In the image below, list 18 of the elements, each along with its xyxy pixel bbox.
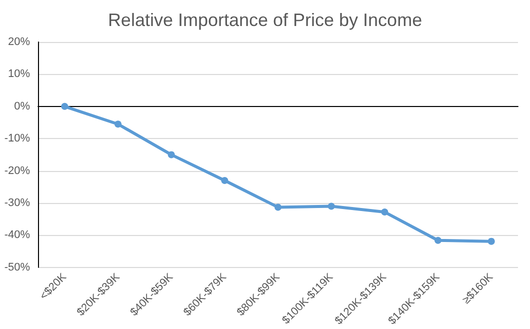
point <box>61 102 68 110</box>
point <box>114 120 122 128</box>
y-tick-label: -30% <box>4 197 30 210</box>
point <box>488 238 495 245</box>
chart-title: Relative Importance of Price by Income <box>108 10 422 30</box>
y-tick-label: 0% <box>14 100 30 112</box>
y-tick-label: -40% <box>4 229 30 242</box>
point <box>381 208 388 216</box>
y-tick-label: -20% <box>4 164 30 177</box>
point <box>434 236 442 244</box>
y-tick-label: 20% <box>8 36 30 48</box>
point <box>328 202 335 210</box>
point <box>221 176 228 184</box>
y-tick-label: 10% <box>8 68 30 80</box>
point <box>168 151 175 158</box>
y-tick-label: -10% <box>4 132 30 145</box>
point <box>274 204 282 211</box>
y-tick-label: -50% <box>4 261 30 274</box>
